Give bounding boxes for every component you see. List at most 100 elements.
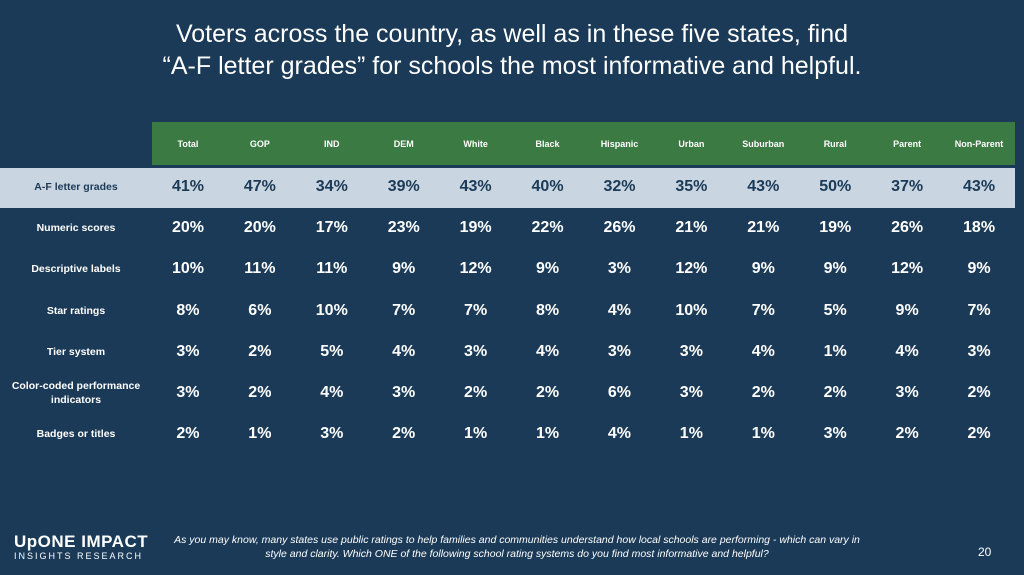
cell-value: 7% (392, 301, 416, 319)
cell-value: 11% (244, 260, 276, 278)
cell-value: 20% (243, 219, 276, 237)
cell-value: 1% (823, 342, 847, 360)
cell-value: 11% (316, 260, 348, 278)
cell-value: 1% (535, 425, 560, 443)
logo-bottom: INSIGHTS RESEARCH (14, 551, 144, 561)
cell-value: 8% (176, 301, 200, 319)
cell-value: 2% (535, 384, 560, 401)
cell-value: 43% (747, 178, 780, 195)
cell-value: 5% (823, 301, 847, 319)
cell-value: 2% (248, 342, 272, 360)
cell-value: 12% (459, 260, 492, 278)
row-label: Numeric scores (36, 222, 116, 235)
row-label: Star ratings (46, 304, 106, 317)
cell-value: 41% (171, 178, 204, 195)
cell-value: 1% (751, 425, 775, 443)
cell-value: 32% (603, 178, 636, 195)
cell-value: 3% (823, 425, 847, 443)
cell-value: 7% (751, 301, 775, 319)
cell-value: 3% (607, 342, 632, 360)
cell-value: 34% (315, 178, 348, 195)
cell-value: 9% (895, 301, 919, 319)
cell-value: 4% (392, 342, 416, 360)
cell-value: 3% (392, 384, 416, 401)
cell-value: 3% (176, 384, 200, 401)
cell-value: 9% (392, 260, 416, 278)
cell-value: 50% (819, 178, 852, 195)
cell-value: 9% (967, 260, 991, 278)
column-header: Total (177, 138, 199, 149)
column-header: GOP (249, 138, 270, 149)
column-header: Black (535, 138, 560, 149)
cell-value: 7% (967, 301, 991, 319)
header-band (152, 122, 1015, 165)
title-line: “A-F letter grades” for schools the most… (162, 52, 862, 80)
cell-value: 20% (171, 219, 204, 237)
column-header: Parent (893, 138, 922, 149)
cell-value: 3% (895, 384, 919, 401)
cell-value: 9% (535, 260, 560, 278)
row-label: Color-coded performance indicators (11, 380, 141, 406)
cell-value: 3% (607, 260, 632, 278)
cell-value: 40% (531, 178, 564, 195)
cell-value: 4% (320, 384, 344, 401)
cell-value: 3% (464, 342, 488, 360)
cell-value: 1% (248, 425, 272, 443)
cell-value: 12% (891, 260, 924, 278)
cell-value: 7% (464, 301, 488, 319)
cell-value: 37% (891, 178, 924, 195)
cell-value: 4% (751, 342, 775, 360)
row-label: Descriptive labels (31, 263, 121, 276)
cell-value: 35% (675, 178, 708, 195)
cell-value: 3% (967, 342, 991, 360)
footnote: As you may know, many states use public … (174, 534, 860, 560)
cell-value: 3% (679, 342, 703, 360)
logo-top: UpONE IMPACT (14, 532, 149, 551)
page-number: 20 (978, 545, 992, 559)
cell-value: 2% (967, 384, 991, 401)
cell-value: 2% (248, 384, 272, 401)
cell-value: 8% (535, 301, 560, 319)
row-label: A-F letter grades (34, 181, 118, 193)
column-header: DEM (393, 138, 414, 149)
column-header: Urban (678, 138, 705, 149)
cell-value: 3% (176, 342, 200, 360)
cell-value: 1% (679, 425, 703, 443)
column-header: White (463, 138, 488, 149)
cell-value: 23% (387, 219, 420, 237)
cell-value: 10% (315, 301, 348, 319)
cell-value: 43% (459, 178, 492, 195)
cell-value: 19% (459, 219, 492, 237)
cell-value: 5% (320, 342, 344, 360)
cell-value: 3% (679, 384, 703, 401)
row-label: Tier system (46, 345, 106, 358)
cell-value: 21% (675, 219, 708, 237)
cell-value: 2% (176, 425, 200, 443)
cell-value: 22% (531, 219, 564, 237)
column-header: IND (324, 138, 340, 149)
cell-value: 9% (751, 260, 775, 278)
column-header: Rural (823, 138, 847, 149)
highlight-row (0, 168, 1015, 208)
cell-value: 4% (895, 342, 919, 360)
column-header: Suburban (742, 138, 785, 149)
cell-value: 2% (895, 425, 919, 443)
cell-value: 39% (387, 178, 420, 195)
cell-value: 6% (607, 384, 632, 401)
cell-value: 43% (963, 178, 996, 195)
cell-value: 10% (171, 260, 204, 278)
cell-value: 2% (751, 384, 775, 401)
row-label: Badges or titles (36, 428, 116, 441)
cell-value: 19% (819, 219, 852, 237)
cell-value: 18% (963, 219, 996, 237)
column-header: Non-Parent (954, 138, 1004, 149)
cell-value: 9% (823, 260, 847, 278)
cell-value: 4% (535, 342, 560, 360)
cell-value: 17% (315, 219, 348, 237)
cell-value: 4% (607, 301, 632, 319)
cell-value: 2% (823, 384, 847, 401)
cell-value: 4% (607, 425, 632, 443)
title-line: Voters across the country, as well as in… (175, 20, 849, 48)
cell-value: 26% (603, 219, 636, 237)
